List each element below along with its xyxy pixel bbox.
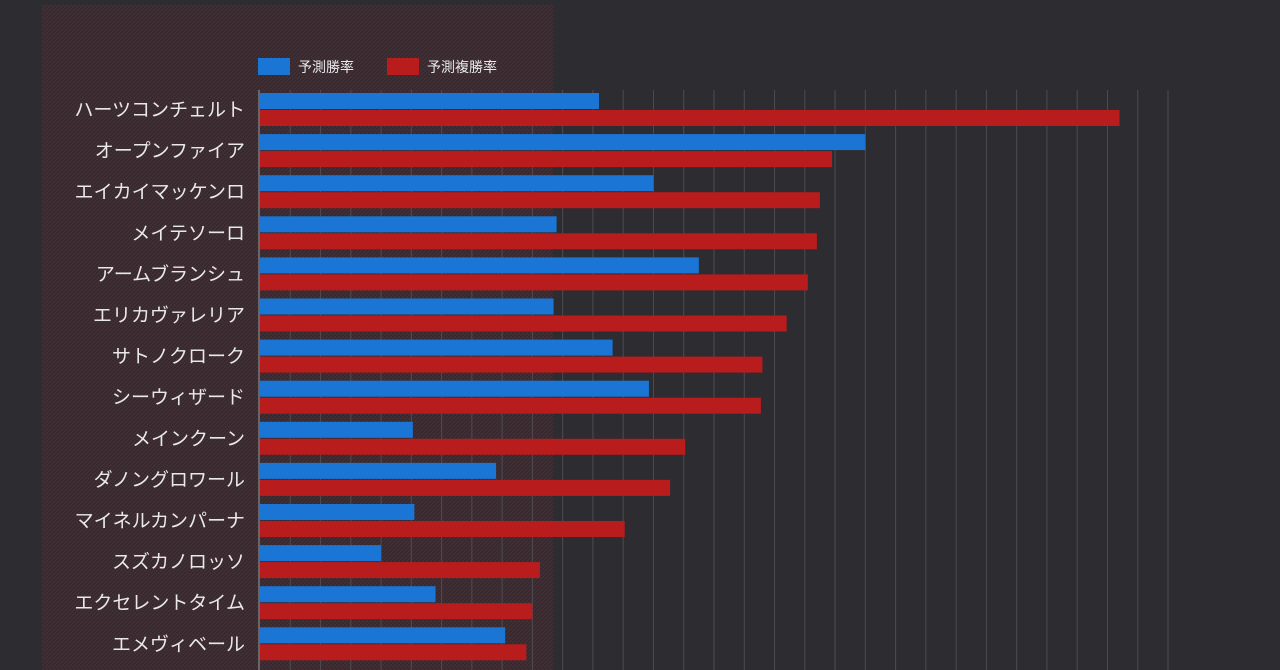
bar-place-rate [260,315,787,332]
bar-win-rate [260,462,497,479]
category-label: エイカイマッケンロ [75,181,245,203]
category-label: エメヴィベール [112,633,245,655]
bar-place-rate [260,233,817,250]
category-label: ハーツコンチェルト [74,99,245,121]
bar-win-rate [260,627,506,644]
category-label: マイネルカンパーナ [75,510,245,532]
bar-place-rate [260,151,833,168]
bar-place-rate [260,562,540,579]
bar-place-rate [260,356,763,373]
legend-label-place: 予測複勝率 [427,59,497,76]
bar-win-rate [260,93,599,109]
bar-win-rate [260,504,415,520]
category-label: メインクーン [132,428,245,450]
bar-place-rate [260,644,527,661]
bar-win-rate [260,545,382,562]
bar-place-rate [260,479,671,496]
category-label: エリカヴァレリア [93,305,245,327]
category-label: スズカノロッソ [112,551,245,573]
category-label: サトノクローク [112,346,245,368]
category-label: オープンファイア [95,140,245,162]
category-label: メイテソーロ [131,222,245,244]
bar-place-rate [260,438,686,455]
legend-label-win: 予測勝率 [298,59,354,76]
bar-place-rate [260,110,1120,126]
bar-win-rate [260,257,699,274]
bar-place-rate [260,274,808,291]
bar-win-rate [260,298,554,315]
bar-win-rate [260,421,413,438]
category-labels: ハーツコンチェルトオープンファイアエイカイマッケンロメイテソーロアームブランシュ… [74,99,245,655]
category-label: ダノングロワール [94,469,245,491]
category-label: シーウィザード [112,387,245,409]
legend-swatch-place [387,58,419,75]
bar-place-rate [260,397,761,414]
bar-place-rate [260,603,533,620]
bar-win-rate [260,134,866,151]
bar-win-rate [260,586,436,603]
category-label: アームブランシュ [96,262,245,285]
bar-place-rate [260,192,820,209]
bar-win-rate [260,339,613,356]
legend-swatch-win [258,58,290,75]
bars [260,93,1120,661]
legend: 予測勝率 予測複勝率 [258,58,497,76]
bar-place-rate [260,521,625,537]
bar-win-rate [260,380,649,397]
category-label: エクセレントタイム [74,592,245,614]
bar-win-rate [260,175,654,192]
bar-win-rate [260,216,557,233]
